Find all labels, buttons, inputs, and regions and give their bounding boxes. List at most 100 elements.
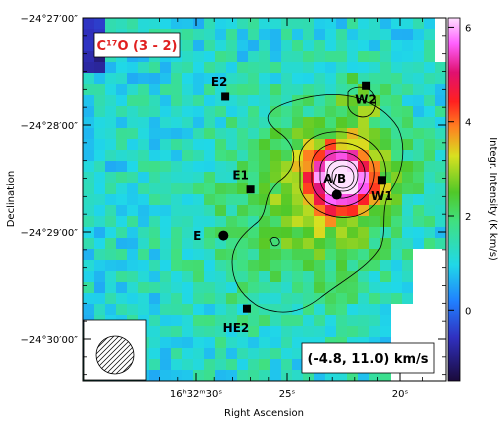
- heatmap-cell: [226, 73, 237, 84]
- heatmap-cell: [336, 370, 347, 381]
- heatmap-cell: [226, 216, 237, 227]
- heatmap-cell: [303, 40, 314, 51]
- heatmap-cell: [248, 238, 259, 249]
- heatmap-cell: [149, 18, 160, 29]
- heatmap-cell: [303, 216, 314, 227]
- heatmap-cell: [292, 84, 303, 95]
- heatmap-cell: [215, 161, 226, 172]
- heatmap-cell: [358, 205, 369, 216]
- heatmap-cell: [248, 337, 259, 348]
- heatmap-cell: [347, 172, 358, 183]
- heatmap-cell: [292, 348, 303, 359]
- heatmap-cell: [413, 73, 424, 84]
- heatmap-cell: [248, 40, 259, 51]
- contour-6: [331, 165, 355, 189]
- heatmap-cell: [127, 304, 138, 315]
- heatmap-cell: [336, 282, 347, 293]
- beam-hatch-line: [104, 336, 134, 374]
- heatmap-cell: [182, 172, 193, 183]
- source-marker-circle: [218, 230, 229, 241]
- heatmap-cell: [391, 205, 402, 216]
- heatmap-cell: [182, 183, 193, 194]
- heatmap-cell: [259, 359, 270, 370]
- heatmap-cell: [215, 106, 226, 117]
- heatmap-cell: [292, 315, 303, 326]
- heatmap-cell: [248, 348, 259, 359]
- heatmap-cell: [226, 359, 237, 370]
- heatmap-cell: [127, 172, 138, 183]
- heatmap-cell: [358, 51, 369, 62]
- heatmap-cell: [226, 172, 237, 183]
- heatmap-cell: [149, 95, 160, 106]
- heatmap-cell: [248, 29, 259, 40]
- heatmap-cell: [402, 238, 413, 249]
- heatmap-cell: [182, 139, 193, 150]
- heatmap-cell: [358, 62, 369, 73]
- heatmap-cell: [380, 271, 391, 282]
- heatmap-cell: [314, 249, 325, 260]
- heatmap-cell: [369, 370, 380, 381]
- heatmap-cell: [226, 227, 237, 238]
- heatmap-cell: [193, 106, 204, 117]
- heatmap-cell: [270, 370, 281, 381]
- heatmap-cell: [127, 293, 138, 304]
- heatmap-cell: [281, 172, 292, 183]
- heatmap-cell: [182, 359, 193, 370]
- heatmap-cell: [303, 304, 314, 315]
- heatmap-cell: [435, 183, 446, 194]
- heatmap-cell: [358, 183, 369, 194]
- heatmap-cell: [193, 260, 204, 271]
- heatmap-cell: [369, 227, 380, 238]
- heatmap-cell: [380, 326, 391, 337]
- heatmap-cell: [226, 205, 237, 216]
- heatmap-cell: [281, 95, 292, 106]
- heatmap-cell: [160, 205, 171, 216]
- heatmap-cell: [369, 216, 380, 227]
- heatmap-cell: [138, 271, 149, 282]
- heatmap-cell: [292, 238, 303, 249]
- heatmap-cell: [237, 359, 248, 370]
- heatmap-cell: [171, 106, 182, 117]
- heatmap-cell: [303, 260, 314, 271]
- heatmap-cell: [204, 249, 215, 260]
- heatmap-cell: [369, 84, 380, 95]
- heatmap-cell: [358, 227, 369, 238]
- heatmap-cell: [171, 304, 182, 315]
- heatmap-cell: [358, 326, 369, 337]
- heatmap-cell: [171, 95, 182, 106]
- heatmap-cell: [402, 117, 413, 128]
- heatmap-cell: [182, 238, 193, 249]
- heatmap-cell: [292, 117, 303, 128]
- heatmap-cell: [248, 282, 259, 293]
- heatmap-cell: [369, 326, 380, 337]
- heatmap-cell: [413, 40, 424, 51]
- heatmap-cell: [336, 62, 347, 73]
- heatmap-cell: [127, 161, 138, 172]
- heatmap-cell: [369, 62, 380, 73]
- heatmap-cell: [226, 326, 237, 337]
- heatmap-cell: [303, 293, 314, 304]
- heatmap-cell: [193, 40, 204, 51]
- heatmap-cell: [226, 315, 237, 326]
- heatmap-cell: [259, 260, 270, 271]
- heatmap-cell: [435, 150, 446, 161]
- heatmap-cell: [160, 348, 171, 359]
- heatmap-cell: [116, 150, 127, 161]
- heatmap-cell: [325, 18, 336, 29]
- heatmap-cell: [83, 183, 94, 194]
- heatmap-cell: [380, 370, 391, 381]
- heatmap-cell: [138, 172, 149, 183]
- heatmap-cell: [424, 139, 435, 150]
- heatmap-cell: [270, 73, 281, 84]
- heatmap-cell: [380, 216, 391, 227]
- heatmap-cell: [314, 95, 325, 106]
- colorbar-ticks: 0 2 4 6: [448, 23, 471, 317]
- heatmap-cell: [314, 337, 325, 348]
- heatmap-cell: [215, 260, 226, 271]
- contour-4: [319, 151, 366, 199]
- heatmap-cell: [303, 315, 314, 326]
- heatmap-cell: [402, 106, 413, 117]
- heatmap-cell: [270, 227, 281, 238]
- heatmap-cell: [248, 260, 259, 271]
